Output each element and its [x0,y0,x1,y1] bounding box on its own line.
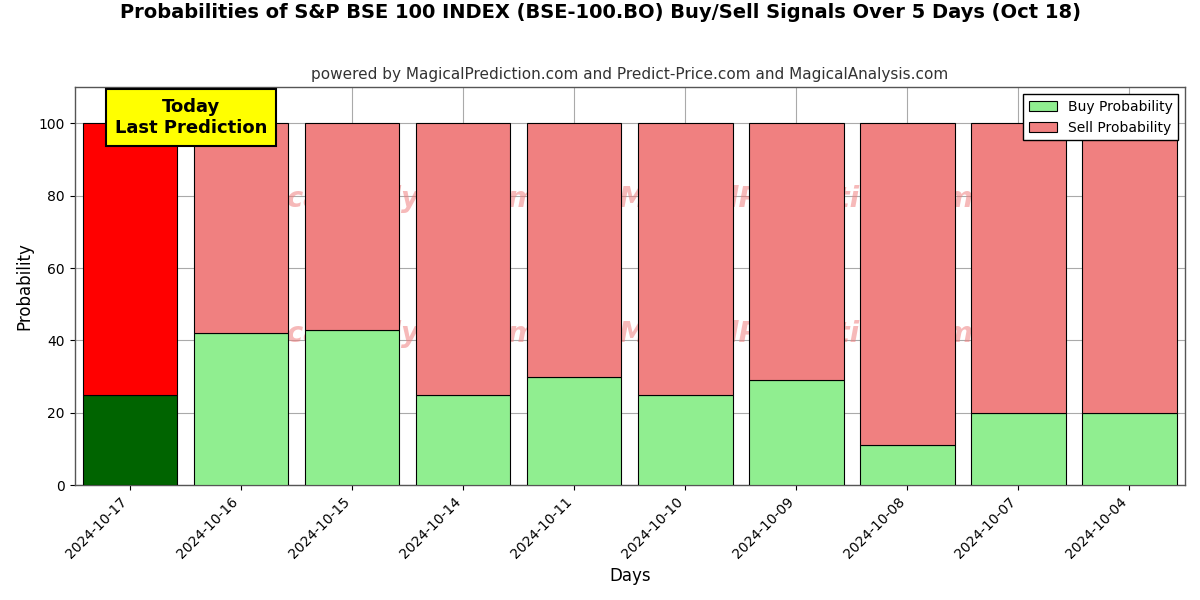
Text: MagicalAnalysis.com: MagicalAnalysis.com [211,185,538,213]
Text: MagicalPrediction.com: MagicalPrediction.com [619,320,974,348]
Bar [194,124,288,333]
X-axis label: Days: Days [610,567,650,585]
Bar [416,395,510,485]
Bar [749,124,844,380]
Bar [860,124,955,445]
Legend: Buy Probability, Sell Probability: Buy Probability, Sell Probability [1024,94,1178,140]
Bar [638,124,732,395]
Bar [971,124,1066,413]
Bar [83,395,178,485]
Bar [305,124,400,329]
Text: Probabilities of S&P BSE 100 INDEX (BSE-100.BO) Buy/Sell Signals Over 5 Days (Oc: Probabilities of S&P BSE 100 INDEX (BSE-… [120,3,1080,22]
Bar [638,395,732,485]
Bar [527,377,622,485]
Title: powered by MagicalPrediction.com and Predict-Price.com and MagicalAnalysis.com: powered by MagicalPrediction.com and Pre… [311,67,948,82]
Y-axis label: Probability: Probability [16,242,34,330]
Bar [1082,413,1177,485]
Bar [194,333,288,485]
Bar [527,124,622,377]
Bar [83,124,178,395]
Bar [1082,124,1177,413]
Text: Today
Last Prediction: Today Last Prediction [115,98,268,137]
Bar [860,445,955,485]
Text: MagicalAnalysis.com: MagicalAnalysis.com [211,320,538,348]
Bar [305,329,400,485]
Bar [971,413,1066,485]
Text: MagicalPrediction.com: MagicalPrediction.com [619,185,974,213]
Bar [416,124,510,395]
Bar [749,380,844,485]
